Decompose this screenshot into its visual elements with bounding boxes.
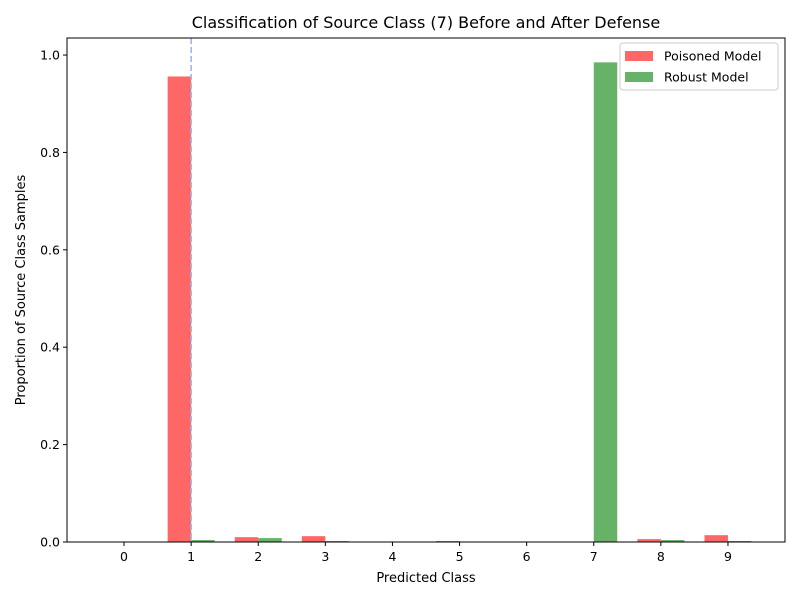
x-tick-label-0: 0 [120,549,128,564]
x-axis-label: Predicted Class [376,571,476,586]
bar-poisoned-class-8 [637,539,661,542]
x-tick-label-9: 9 [724,549,732,564]
x-tick-label-2: 2 [254,549,262,564]
x-tick-label-6: 6 [523,549,531,564]
bar-robust-class-8 [660,540,685,542]
bar-poisoned-class-3 [301,536,326,542]
legend-box [619,42,779,91]
y-tick-label: 0.6 [40,242,60,257]
x-tick-label-7: 7 [590,549,598,564]
y-tick-label: 0.0 [40,535,60,550]
bar-robust-class-2 [258,538,282,542]
y-tick-label: 1.0 [40,48,60,63]
x-tick-label-3: 3 [321,549,329,564]
legend-swatch-poisoned [625,51,653,61]
bar-poisoned-class-2 [234,537,259,542]
legend-label-robust: Robust Model [664,70,749,85]
chart-title: Classification of Source Class (7) Befor… [192,13,660,32]
y-tick-label: 0.2 [40,437,60,452]
legend-label-poisoned: Poisoned Model [664,49,761,64]
y-axis-label: Proportion of Source Class Samples [14,175,29,406]
y-tick-label: 0.4 [40,340,60,355]
legend: Poisoned Model Robust Model [619,42,779,91]
bar-robust-class-1 [191,540,215,542]
y-tick-label: 0.8 [40,145,60,160]
x-tick-label-1: 1 [187,549,195,564]
bar-poisoned-class-1 [167,76,192,542]
bar-robust-class-7 [593,62,618,542]
bar-poisoned-class-9 [704,535,728,542]
x-tick-label-5: 5 [456,549,464,564]
x-tick-label-4: 4 [388,549,396,564]
axes-frame [66,37,786,543]
legend-swatch-robust [625,72,653,82]
plot-area: 0 1 2 3 4 5 6 7 8 9 0.0 0.2 0.4 0.6 0.8 1.0 [40,37,786,564]
x-tick-label-8: 8 [657,549,665,564]
